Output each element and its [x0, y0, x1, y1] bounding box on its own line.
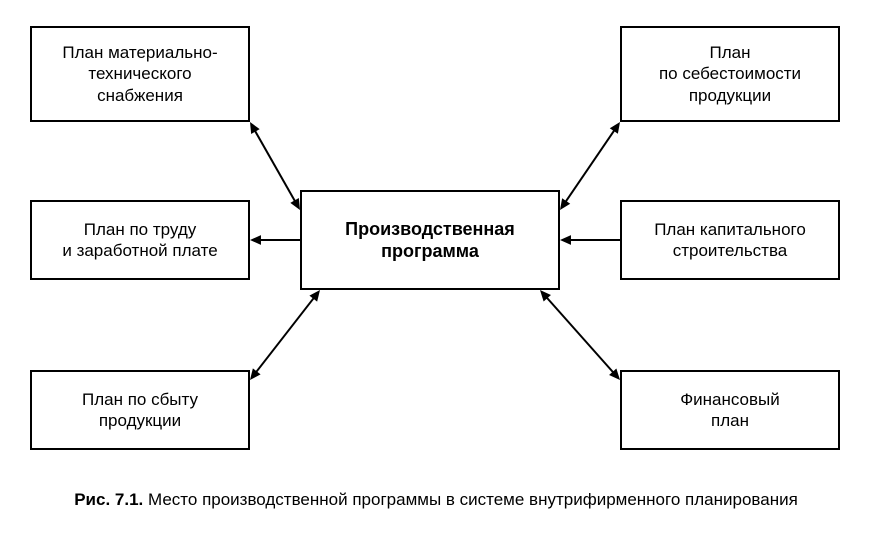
node-center-label: Производственная программа [345, 218, 515, 263]
node-mid-right: План капитального строительства [620, 200, 840, 280]
node-top-left-label: План материально- технического снабжения [62, 42, 217, 106]
caption-text: Место производственной программы в систе… [148, 490, 798, 509]
node-center: Производственная программа [300, 190, 560, 290]
figure-caption: Рис. 7.1. Место производственной програм… [0, 490, 872, 510]
caption-prefix: Рис. 7.1. [74, 490, 148, 509]
node-top-right: План по себестоимости продукции [620, 26, 840, 122]
node-mid-left: План по труду и заработной плате [30, 200, 250, 280]
node-top-right-label: План по себестоимости продукции [659, 42, 801, 106]
node-top-left: План материально- технического снабжения [30, 26, 250, 122]
node-bottom-right-label: Финансовый план [680, 389, 780, 432]
node-bottom-right: Финансовый план [620, 370, 840, 450]
node-bottom-left: План по сбыту продукции [30, 370, 250, 450]
diagram-stage: Производственная программа План материал… [0, 0, 872, 545]
node-mid-right-label: План капитального строительства [654, 219, 806, 262]
node-bottom-left-label: План по сбыту продукции [82, 389, 198, 432]
node-mid-left-label: План по труду и заработной плате [62, 219, 217, 262]
